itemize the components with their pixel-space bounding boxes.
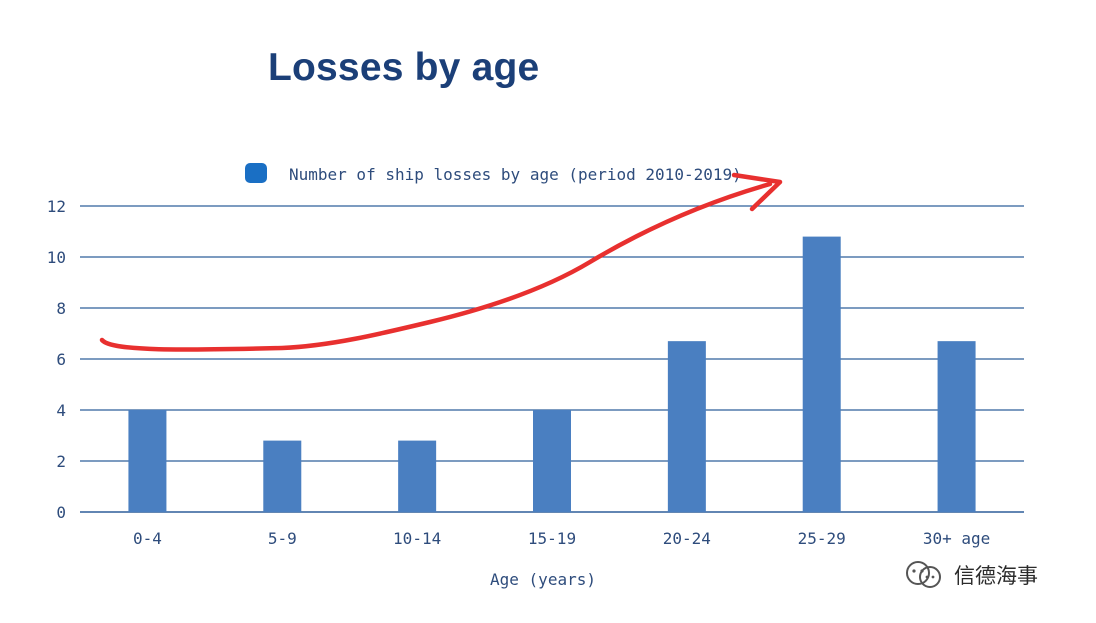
y-tick-label: 4 bbox=[56, 401, 66, 420]
y-tick-label: 6 bbox=[56, 350, 66, 369]
x-tick-label: 10-14 bbox=[393, 529, 441, 548]
watermark-text: 信德海事 bbox=[954, 564, 1038, 588]
y-tick-label: 8 bbox=[56, 299, 66, 318]
x-tick-label: 25-29 bbox=[798, 529, 846, 548]
bar bbox=[937, 341, 976, 512]
legend-swatch bbox=[245, 163, 267, 183]
chart-legend: Number of ship losses by age (period 201… bbox=[245, 163, 742, 184]
bar bbox=[533, 410, 571, 512]
x-tick-label: 5-9 bbox=[268, 529, 297, 548]
bar bbox=[667, 341, 706, 512]
x-tick-label: 20-24 bbox=[663, 529, 711, 548]
y-tick-label: 10 bbox=[47, 248, 66, 267]
x-axis-label: Age (years) bbox=[490, 570, 596, 589]
wechat-official-account-icon bbox=[906, 561, 941, 588]
bar bbox=[398, 440, 437, 512]
annotation-arrowhead bbox=[731, 172, 783, 212]
y-tick-label: 0 bbox=[56, 503, 66, 522]
bar bbox=[128, 410, 167, 512]
red-arrow-annotation bbox=[99, 172, 783, 352]
y-axis-ticks: 0 2 4 6 8 10 12 bbox=[47, 197, 66, 522]
watermark: 信德海事 bbox=[902, 559, 1038, 591]
page-title: Losses by age bbox=[268, 46, 540, 89]
bar-series bbox=[128, 236, 976, 512]
bar bbox=[802, 236, 841, 512]
bar bbox=[263, 440, 302, 512]
x-tick-label: 0-4 bbox=[133, 529, 162, 548]
x-tick-label: 15-19 bbox=[528, 529, 576, 548]
y-tick-label: 2 bbox=[56, 452, 66, 471]
x-axis-ticks: 0-4 5-9 10-14 15-19 20-24 25-29 30+ age bbox=[133, 529, 990, 548]
x-tick-label: 30+ age bbox=[923, 529, 990, 548]
y-tick-label: 12 bbox=[47, 197, 66, 216]
annotation-curve bbox=[99, 181, 773, 352]
legend-label: Number of ship losses by age (period 201… bbox=[289, 165, 742, 184]
